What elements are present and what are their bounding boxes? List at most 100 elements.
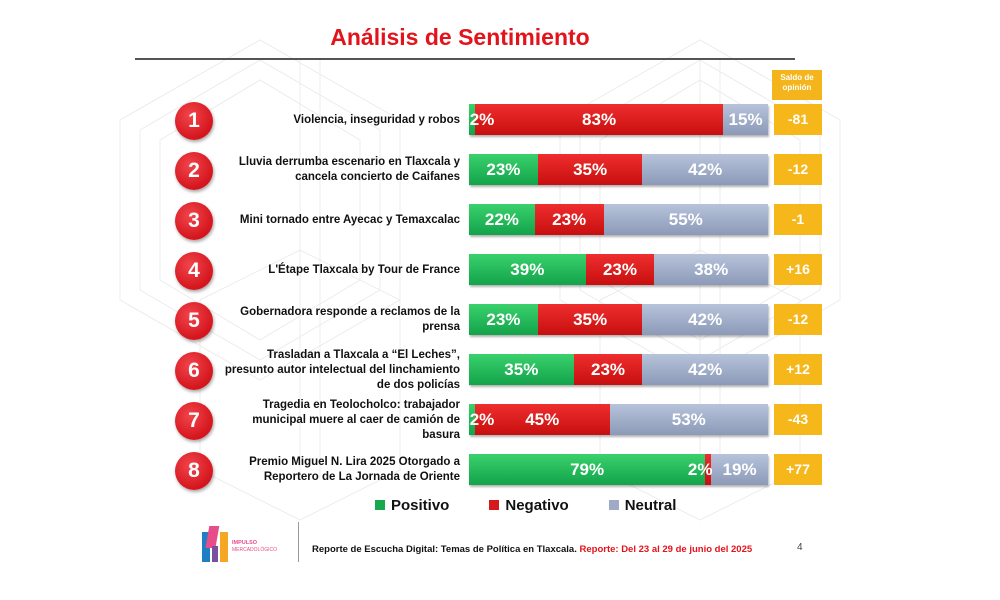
data-label: 42% (688, 359, 723, 379)
data-label: 2% (469, 109, 495, 129)
data-label: 22% (484, 209, 519, 229)
bar-segment-negativo: 23% (573, 354, 643, 385)
legend-label: Negativo (505, 496, 569, 514)
data-label: 42% (688, 309, 723, 329)
page-title: Análisis de Sentimiento (330, 24, 590, 50)
rank-badge: 2 (175, 152, 213, 190)
rank-badge: 5 (175, 302, 213, 340)
logo-text-line1: IMPULSO (232, 540, 258, 546)
rank-badge: 1 (175, 102, 213, 140)
stacked-bar: 39% 23% 38% (469, 254, 768, 285)
impulso-logo: IMPULSO MERCADOLÓGICO (202, 526, 277, 562)
saldo-value: -81 (774, 104, 822, 135)
saldo-value: -12 (774, 154, 822, 185)
bar-segment-neutral: 19% (711, 454, 768, 485)
rank-badge: 7 (175, 402, 213, 440)
legend-swatch-negativo (489, 500, 500, 510)
data-label: 38% (694, 259, 729, 279)
legend-label: Positivo (391, 496, 450, 514)
data-label: 35% (573, 309, 608, 329)
legend-label: Neutral (624, 496, 677, 514)
footer-report-title: Reporte de Escucha Digital: Temas de Pol… (312, 544, 580, 555)
stacked-bar: 2% 83% 15% (469, 104, 768, 135)
chart-row: 8 Premio Miguel N. Lira 2025 Otorgado a R… (0, 450, 1000, 490)
stacked-bar: 79% 2% 19% (469, 454, 768, 485)
data-label: 23% (486, 159, 521, 179)
data-label: 42% (688, 159, 723, 179)
bar-segment-negativo: 45% (474, 404, 610, 435)
bar-segment-negativo: 23% (534, 204, 604, 235)
topic-label: Premio Miguel N. Lira 2025 Otorgado a Re… (249, 456, 460, 483)
data-label: 2% (469, 409, 495, 429)
rank-badge: 4 (175, 252, 213, 290)
bar-segment-positivo: 2% (469, 404, 494, 435)
logo-text-line2: MERCADOLÓGICO (232, 546, 277, 553)
data-label: 23% (552, 209, 587, 229)
data-label: 2% (687, 459, 713, 479)
data-label: 19% (722, 459, 757, 479)
bar-segment-negativo: 2% (688, 454, 712, 485)
data-label: 15% (728, 109, 763, 129)
saldo-value: -1 (774, 204, 822, 235)
topic-label: Tragedia en Teolocholco: trabajador muni… (252, 398, 460, 441)
bar-segment-positivo: 22% (469, 204, 535, 235)
legend-swatch-neutral (608, 500, 619, 510)
footer-report-dates: Reporte: Del 23 al 29 de junio del 2025 (579, 544, 753, 555)
data-label: 83% (582, 109, 617, 129)
topic-label: Violencia, inseguridad y robos (293, 113, 460, 126)
chart-row: 1 Violencia, inseguridad y robos 2% 83% 15% -… (0, 100, 1000, 140)
bar-segment-neutral: 38% (654, 254, 768, 285)
bar-segment-neutral: 42% (642, 154, 768, 185)
rank-badge: 3 (175, 202, 213, 240)
chart-row: 7 Tragedia en Teolocholco: trabajador mun… (0, 398, 1000, 441)
legend-item-negativo: Negativo (489, 496, 569, 514)
stacked-bar: 35% 23% 42% (469, 354, 768, 385)
rank-badge: 6 (175, 352, 213, 390)
footer-text: Reporte de Escucha Digital: Temas de Pol… (312, 544, 752, 555)
saldo-header: Saldo de opinión (772, 70, 822, 100)
bar-segment-positivo: 2% (469, 104, 494, 135)
saldo-value: -12 (774, 304, 822, 335)
chart-row: 4 L'Étape Tlaxcala by Tour de France 39% 23… (0, 250, 1000, 290)
bar-segment-negativo: 35% (537, 154, 643, 185)
saldo-value: +16 (774, 254, 822, 285)
legend-item-neutral: Neutral (608, 496, 677, 514)
bar-segment-positivo: 23% (469, 304, 538, 335)
stacked-bar: 2% 45% 53% (469, 404, 768, 435)
legend-swatch-positivo (375, 500, 385, 510)
data-label: 23% (602, 259, 637, 279)
topic-label: Gobernadora responde a reclamos de la pr… (240, 306, 460, 333)
bar-segment-positivo: 23% (469, 154, 538, 185)
bar-segment-negativo: 83% (474, 104, 724, 135)
data-label: 35% (573, 159, 608, 179)
stacked-bar: 23% 35% 42% (469, 304, 768, 335)
saldo-value: +12 (774, 354, 822, 385)
bar-segment-neutral: 42% (642, 304, 768, 335)
chart-row: 5 Gobernadora responde a reclamos de la p… (0, 300, 1000, 340)
data-label: 45% (525, 409, 560, 429)
stacked-bar: 23% 35% 42% (469, 154, 768, 185)
bar-segment-neutral: 55% (603, 204, 768, 235)
chart-row: 6 Trasladan a Tlaxcala a “El Leches”, pre… (0, 348, 1000, 391)
bar-segment-negativo: 23% (585, 254, 655, 285)
topic-label: L'Étape Tlaxcala by Tour de France (268, 263, 460, 276)
topic-label: Lluvia derrumba escenario en Tlaxcala y … (238, 156, 460, 183)
data-label: 39% (510, 259, 545, 279)
rank-badge: 8 (175, 452, 213, 490)
stacked-bar: 22% 23% 55% (469, 204, 768, 235)
data-label: 23% (591, 359, 626, 379)
data-label: 23% (486, 309, 521, 329)
saldo-value: -43 (774, 404, 822, 435)
footer-divider (298, 522, 299, 562)
title-divider (135, 58, 795, 60)
bar-segment-neutral: 42% (642, 354, 768, 385)
bar-segment-negativo: 35% (537, 304, 643, 335)
chart-row: 3 Mini tornado entre Ayecac y Temaxcalac 2… (0, 200, 1000, 240)
saldo-value: +77 (774, 454, 822, 485)
bar-segment-positivo: 79% (469, 454, 706, 485)
data-label: 55% (668, 209, 703, 229)
topic-label: Trasladan a Tlaxcala a “El Leches”, pres… (224, 348, 460, 391)
legend-item-positivo: Positivo (375, 497, 449, 514)
bar-segment-positivo: 35% (469, 354, 574, 385)
data-label: 53% (671, 409, 706, 429)
